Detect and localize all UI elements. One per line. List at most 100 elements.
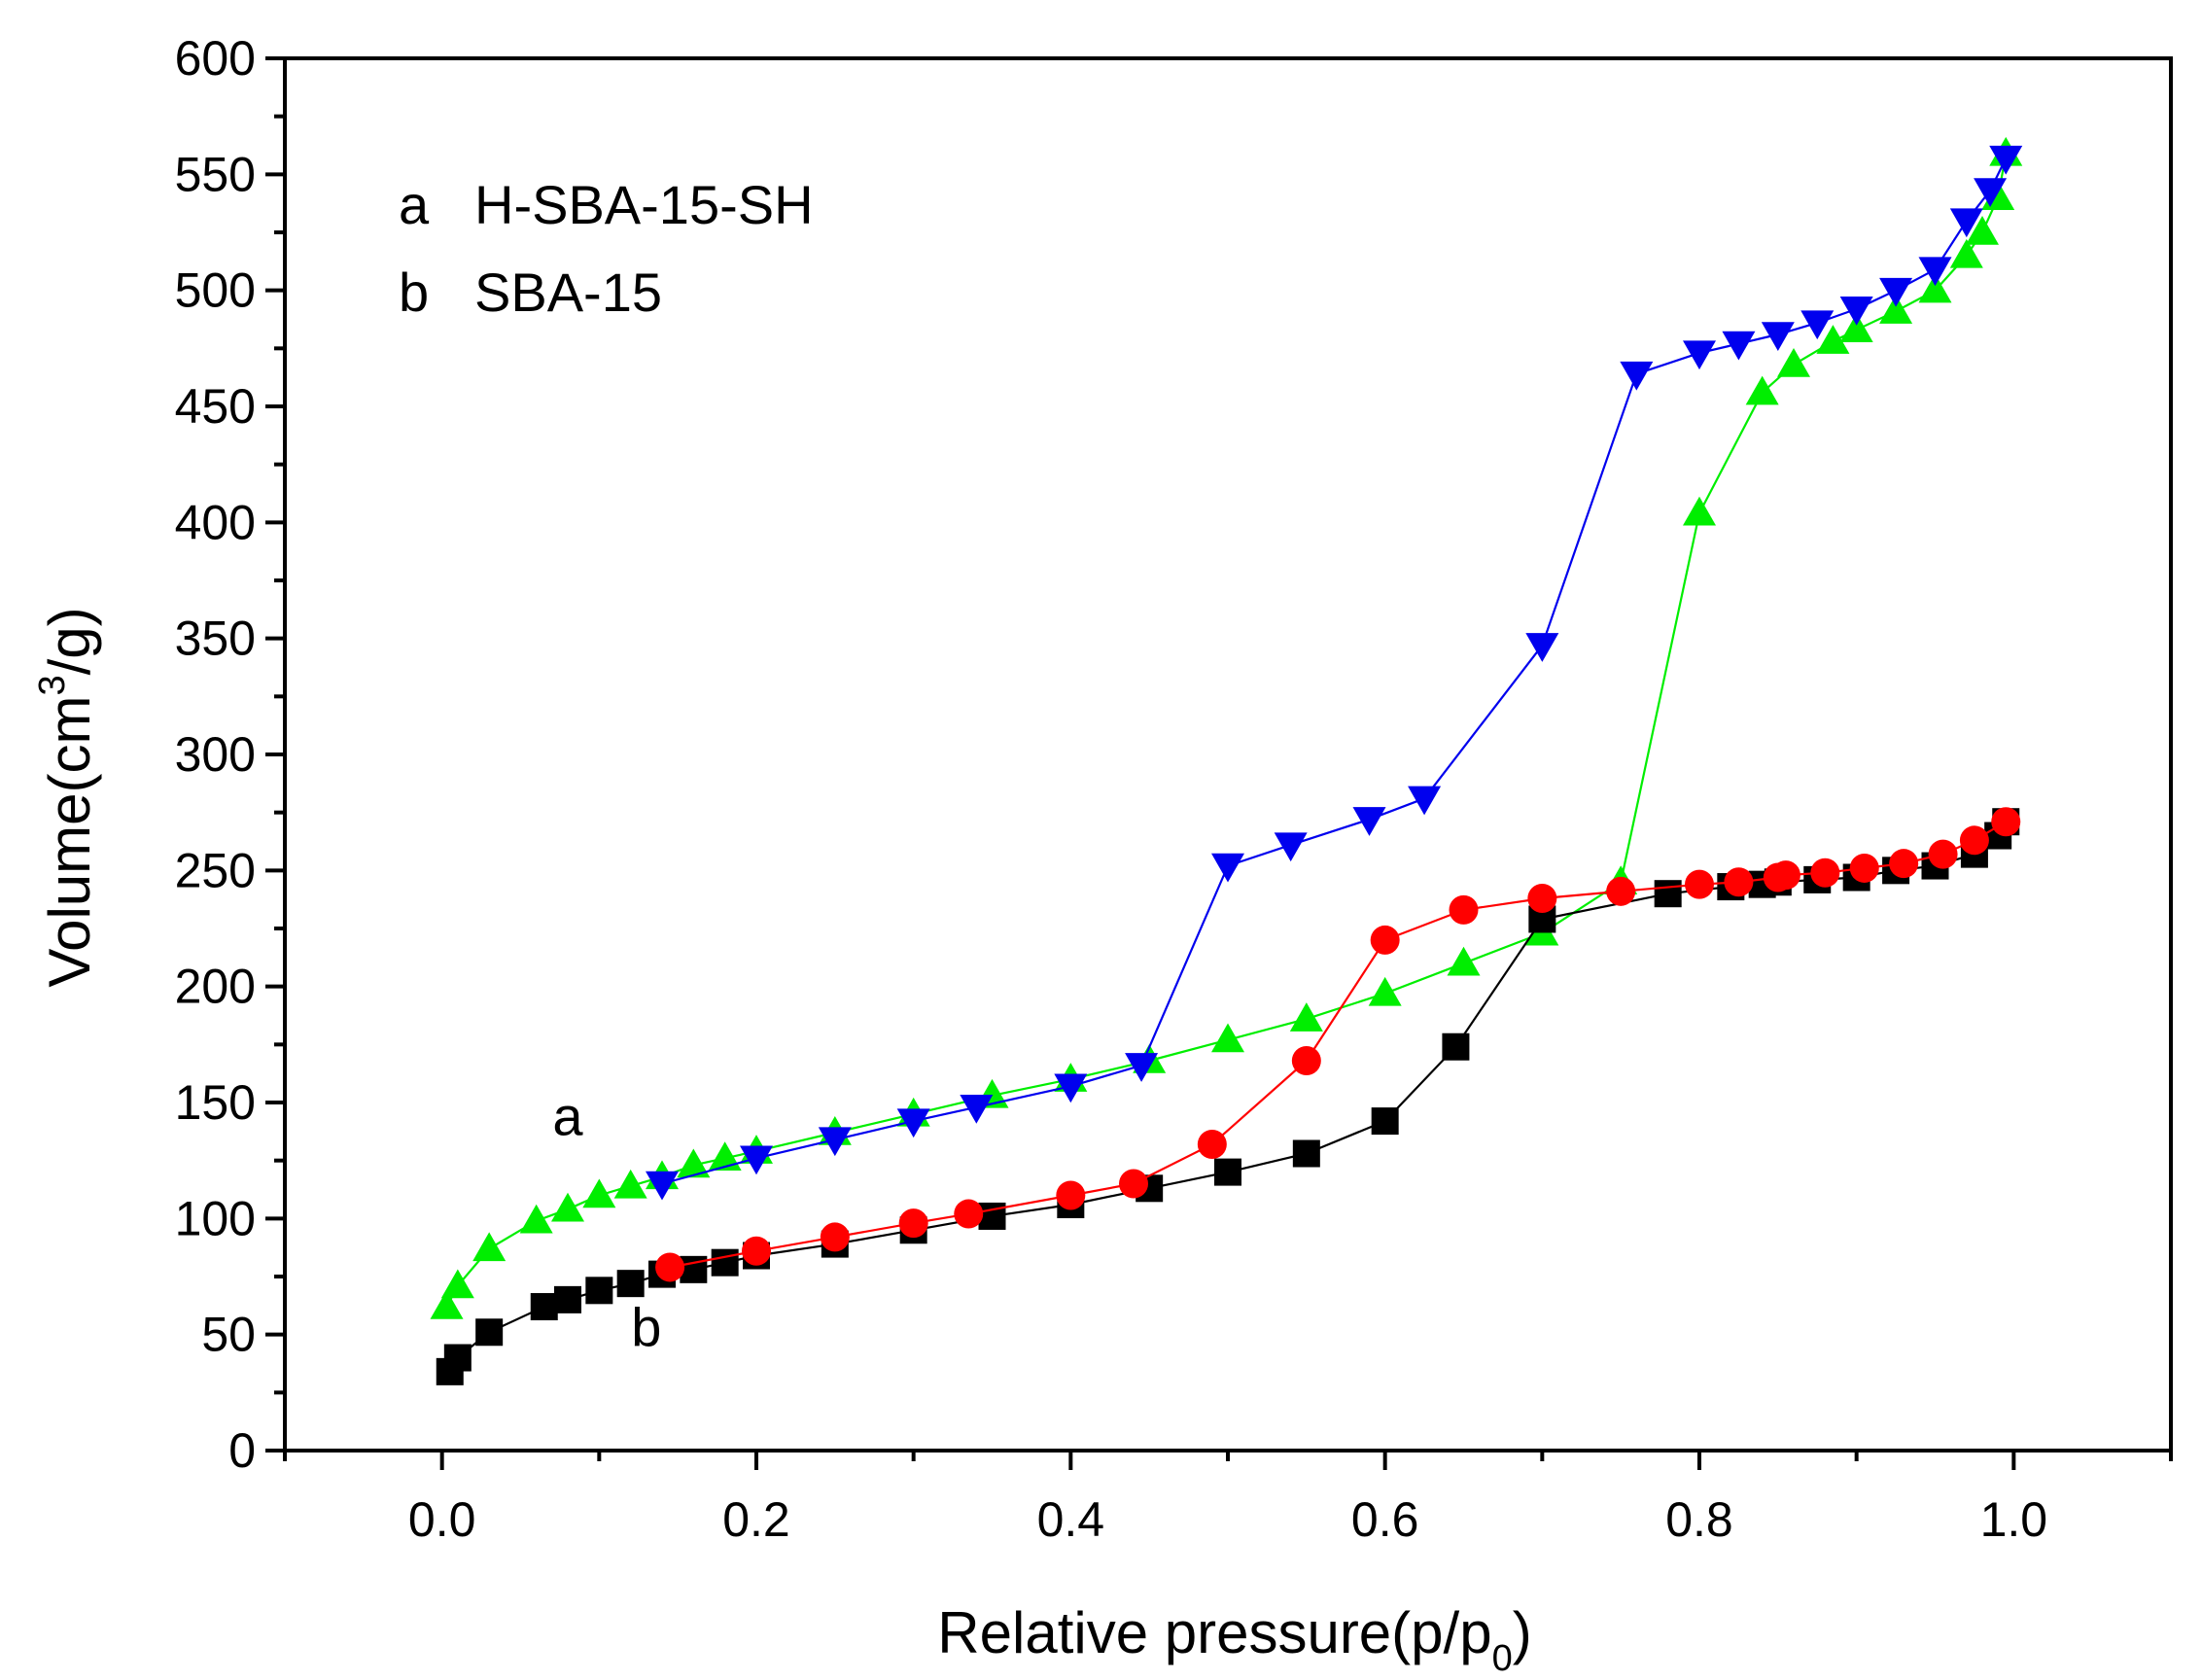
data-point <box>1959 825 1989 856</box>
y-tick-label: 250 <box>175 843 256 897</box>
x-tick-label: 0.4 <box>1037 1492 1105 1547</box>
y-axis-title: Volume(cm3/g) <box>32 607 102 987</box>
data-point <box>1370 925 1400 955</box>
data-point <box>896 1108 930 1138</box>
data-point <box>898 1208 928 1239</box>
y-tick-label: 100 <box>175 1191 256 1245</box>
data-point <box>1816 325 1850 354</box>
y-tick-label: 150 <box>175 1075 256 1130</box>
axes-layer: 0 50 100 150 200 250 300 350 400 450 500 550 600 0.0 0… <box>175 31 2173 1547</box>
data-point <box>551 1192 584 1222</box>
data-point <box>1763 862 1793 892</box>
data-point <box>443 1344 472 1372</box>
x-tick-label: 0.0 <box>408 1492 476 1547</box>
data-point <box>677 1148 711 1178</box>
data-point <box>585 1277 613 1305</box>
data-point <box>1949 238 1983 268</box>
data-point <box>740 1145 773 1175</box>
series-a-desorption <box>646 145 2023 1201</box>
data-point <box>1918 273 1952 303</box>
curve-label-b: b <box>631 1297 661 1358</box>
data-point <box>1211 853 1244 883</box>
data-point <box>1879 277 1913 307</box>
data-point <box>1292 1139 1320 1168</box>
y-tick-label: 200 <box>175 960 256 1014</box>
data-point <box>1849 853 1879 883</box>
y-axis-title-end: /g) <box>37 607 102 675</box>
data-point <box>708 1141 742 1172</box>
data-point <box>1291 1046 1321 1076</box>
data-point <box>818 1127 852 1157</box>
x-tick-label: 0.2 <box>722 1492 790 1547</box>
data-point <box>1525 633 1559 662</box>
data-point <box>1810 858 1840 888</box>
data-point <box>1989 145 2023 175</box>
data-point <box>1879 295 1913 324</box>
legend-key-a: a <box>399 174 430 235</box>
data-point <box>1839 297 1873 326</box>
data-point <box>1777 348 1810 377</box>
data-point <box>582 1178 616 1208</box>
data-point <box>530 1293 558 1321</box>
data-point <box>1371 1107 1399 1136</box>
x-axis-title-subscript: 0 <box>1492 1638 1513 1679</box>
data-point <box>616 1270 645 1298</box>
data-point <box>430 1290 464 1319</box>
data-point <box>1442 1032 1470 1061</box>
data-point <box>742 1236 771 1266</box>
data-point <box>1761 322 1795 352</box>
data-point <box>1527 883 1557 913</box>
data-point <box>1918 257 1952 287</box>
data-point <box>1800 310 1835 340</box>
y-tick-label: 350 <box>175 612 256 666</box>
y-tick-label: 0 <box>228 1423 256 1478</box>
x-tick-label: 0.6 <box>1351 1492 1419 1547</box>
data-point <box>1722 331 1756 361</box>
data-point <box>1974 178 2008 208</box>
y-tick-label: 300 <box>175 727 256 782</box>
data-point <box>820 1222 850 1252</box>
series-b-desorption <box>655 807 2021 1282</box>
data-point <box>1054 1073 1088 1103</box>
y-tick-label: 600 <box>175 31 256 86</box>
data-point <box>1352 807 1386 836</box>
data-point <box>472 1232 507 1262</box>
data-point <box>1197 1129 1227 1159</box>
data-point <box>711 1248 739 1277</box>
data-point <box>440 1269 474 1299</box>
data-point <box>1620 361 1654 391</box>
data-point <box>1447 946 1481 976</box>
data-point <box>1289 1002 1323 1032</box>
curve-label-a: a <box>552 1085 583 1146</box>
x-tick-label: 1.0 <box>1980 1492 2048 1547</box>
x-axis-title-end: ) <box>1513 1600 1532 1665</box>
data-point <box>655 1252 685 1282</box>
x-axis-title: Relative pressure(p/p0) <box>937 1600 1531 1679</box>
y-tick-label: 450 <box>175 379 256 434</box>
y-tick-label: 50 <box>201 1308 256 1362</box>
legend-key-b: b <box>399 262 429 323</box>
data-point <box>1368 976 1402 1006</box>
data-point <box>1949 208 1983 238</box>
legend: a H-SBA-15-SH b SBA-15 <box>399 174 814 323</box>
data-point <box>1606 876 1636 906</box>
data-point <box>1683 340 1716 370</box>
legend-label-b: SBA-15 <box>474 262 662 323</box>
data-point <box>1211 1023 1244 1053</box>
data-point <box>1654 880 1682 908</box>
y-tick-label: 400 <box>175 495 256 549</box>
y-tick-label: 500 <box>175 263 256 318</box>
series-b-adsorption <box>436 808 2020 1385</box>
data-point <box>554 1285 581 1313</box>
data-point <box>475 1318 504 1347</box>
y-tick-label: 550 <box>175 147 256 201</box>
data-point <box>1056 1180 1086 1210</box>
x-tick-label: 0.8 <box>1665 1492 1733 1547</box>
data-point <box>1928 839 1958 869</box>
data-point <box>960 1095 994 1124</box>
series-line <box>448 821 2008 1373</box>
data-point <box>1125 1053 1159 1082</box>
data-point <box>1839 313 1873 342</box>
data-point <box>1408 786 1442 816</box>
